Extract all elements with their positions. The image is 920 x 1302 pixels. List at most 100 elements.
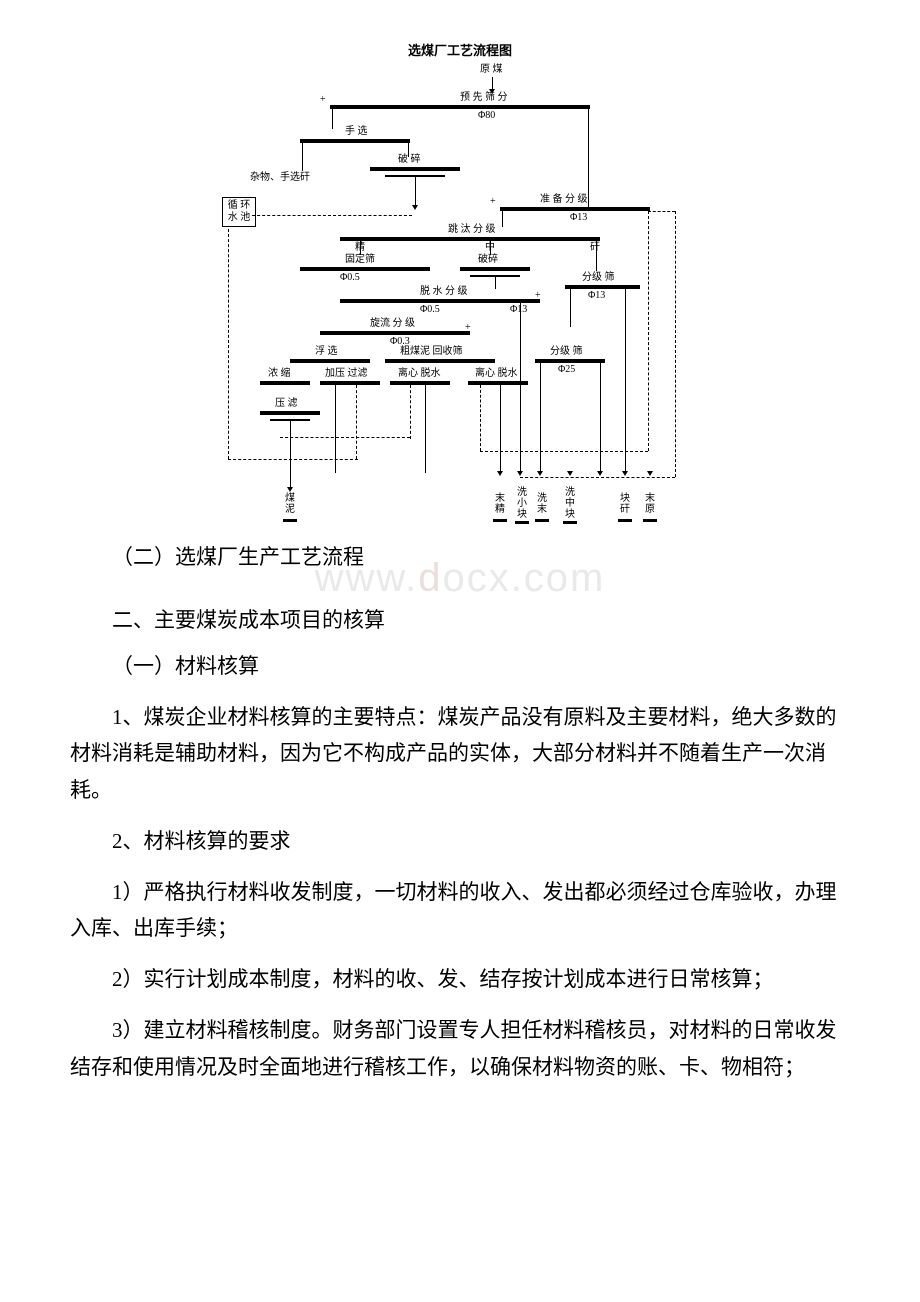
- bar: [260, 381, 310, 385]
- edge-dashed: [648, 211, 649, 451]
- node-cyclone: 旋流 分 级: [370, 319, 415, 329]
- edge: [415, 177, 416, 207]
- arrow-icon: [412, 205, 418, 210]
- para-3: 1）严格执行材料收发制度，一切材料的收入、发出都必须经过仓库验收，办理入库、出库…: [70, 874, 850, 948]
- bar: [260, 411, 320, 415]
- bar: [643, 519, 657, 522]
- bar: [535, 359, 605, 363]
- node-dewater: 脱 水 分 级: [420, 287, 468, 297]
- edge: [596, 241, 597, 271]
- node-jig: 跳 汰 分 级: [448, 225, 496, 235]
- heading-2: 二、主要煤炭成本项目的核算: [70, 604, 850, 634]
- bar: [468, 381, 528, 385]
- edge: [588, 109, 589, 207]
- edge-dashed: [675, 211, 676, 477]
- node-pre-screen: 预 先 筛 分: [460, 93, 508, 103]
- label-phi05b: Φ0.5: [420, 305, 440, 315]
- node-coarse-slime: 粗煤泥 回收筛: [400, 347, 463, 357]
- bar: [385, 359, 495, 363]
- out-meini: 煤 泥: [283, 493, 297, 515]
- edge-dashed: [480, 385, 481, 451]
- flowchart: 原 煤 预 先 筛 分 Φ80 + 手 选 破 碎 杂物、手选矸 循: [220, 65, 700, 525]
- arrow-icon: [537, 471, 543, 476]
- out-moyuan: 末 原: [643, 493, 657, 515]
- edge: [290, 421, 291, 473]
- node-thicken: 浓 缩: [268, 369, 291, 379]
- bar: [330, 105, 590, 109]
- label-phi05: Φ0.5: [340, 273, 360, 283]
- bar: [460, 267, 530, 271]
- node-gan: 矸: [590, 243, 600, 253]
- label-phi13: Φ13: [570, 213, 587, 223]
- bar: [340, 299, 540, 303]
- node-hand-pick: 手 选: [345, 127, 368, 137]
- edge: [425, 385, 426, 473]
- arrow-icon: [287, 487, 293, 492]
- edge-dashed: [280, 437, 410, 438]
- page: 选煤厂工艺流程图 原 煤 预 先 筛 分 Φ80 + 手 选 破 碎: [0, 0, 920, 1159]
- arrow-icon: [567, 471, 573, 476]
- node-crush: 破 碎: [398, 155, 421, 165]
- node-press-filter: 加压 过滤: [325, 369, 368, 379]
- para-2: 2、材料核算的要求: [70, 823, 850, 860]
- node-crush2: 破碎: [478, 255, 498, 265]
- label-phi80: Φ80: [478, 111, 495, 121]
- edge: [600, 363, 601, 473]
- arrow-icon: [517, 471, 523, 476]
- edge-dashed: [520, 477, 675, 478]
- node-fixed-sieve: 固定筛: [345, 255, 375, 265]
- edge-dashed: [356, 385, 357, 459]
- node-centrifuge2: 离心 脱水: [475, 369, 518, 379]
- edge: [500, 385, 501, 473]
- edge: [625, 289, 626, 473]
- arrow-icon: [647, 471, 653, 476]
- plus-icon: +: [490, 197, 496, 207]
- out-xixiaokua: 洗 小 块: [515, 487, 529, 520]
- edge: [302, 143, 303, 171]
- out-mojing: 末 精: [493, 493, 507, 515]
- arrow-icon: [622, 471, 628, 476]
- arrow-icon: [597, 471, 603, 476]
- edge: [335, 385, 336, 473]
- node-prep-grade: 准 备 分 级: [540, 195, 588, 205]
- edge-dashed: [228, 459, 358, 460]
- edge: [502, 211, 503, 227]
- bar: [370, 167, 460, 171]
- plus-icon: +: [465, 323, 471, 333]
- bar: [283, 519, 297, 522]
- edge-dashed: [410, 385, 411, 439]
- node-float: 浮 选: [315, 347, 338, 357]
- bar: [320, 381, 380, 385]
- plus-icon: +: [320, 95, 326, 105]
- plus-icon: +: [535, 291, 541, 301]
- edge: [490, 241, 491, 255]
- edge-dashed: [228, 229, 229, 459]
- arrow-icon: [497, 471, 503, 476]
- edge: [520, 303, 521, 473]
- bar: [563, 521, 577, 524]
- sub-1: （一）材料核算: [70, 648, 850, 685]
- diagram-container: 选煤厂工艺流程图 原 煤 预 先 筛 分 Φ80 + 手 选 破 碎: [220, 40, 700, 525]
- bar: [515, 521, 529, 524]
- bar: [390, 381, 450, 385]
- diagram-title: 选煤厂工艺流程图: [220, 40, 700, 59]
- bar: [300, 139, 410, 143]
- node-centrifuge1: 离心 脱水: [398, 369, 441, 379]
- bar: [290, 359, 370, 363]
- edge: [360, 241, 361, 255]
- edge-dashed: [252, 215, 412, 216]
- section-2-title: （二）选煤厂生产工艺流程: [70, 539, 850, 576]
- edge: [540, 363, 541, 473]
- bar: [300, 267, 430, 271]
- para-1: 1、煤炭企业材料核算的主要特点：煤炭产品没有原料及主要材料，绝大多数的材料消耗是…: [70, 699, 850, 809]
- bar: [493, 519, 507, 522]
- loop-pool-text: 循 环 水 池: [228, 200, 251, 223]
- bar: [535, 519, 549, 522]
- node-loop-pool: 循 环 水 池: [222, 197, 256, 227]
- bar: [340, 237, 600, 241]
- para-4: 2）实行计划成本制度，材料的收、发、结存按计划成本进行日常核算；: [70, 961, 850, 998]
- edge-dashed: [480, 451, 648, 452]
- out-kuagan: 块 矸: [618, 493, 632, 515]
- label-phi25: Φ25: [558, 365, 575, 375]
- label-phi13c: Φ13: [588, 291, 605, 301]
